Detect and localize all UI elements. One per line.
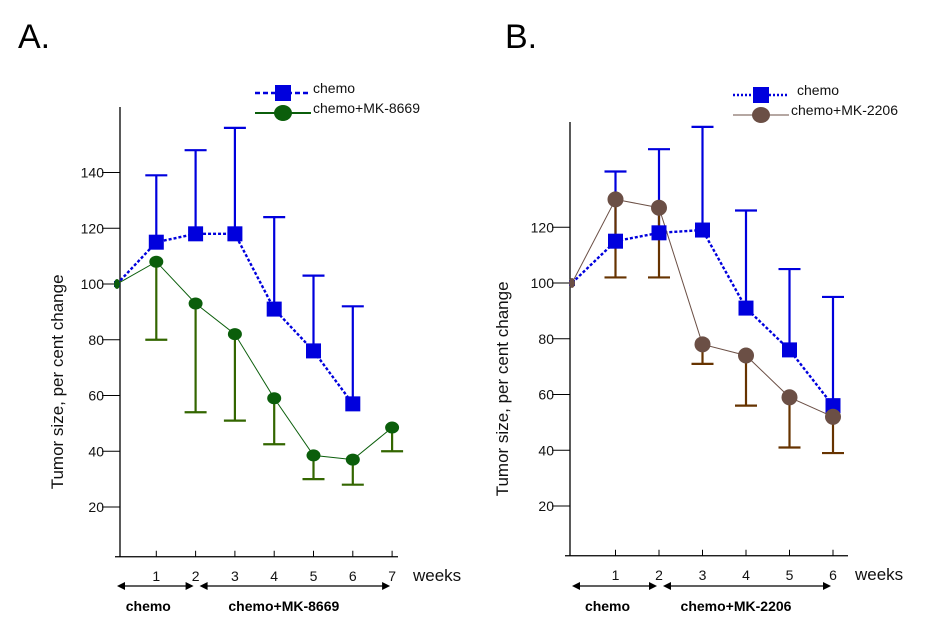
- x-tick-label: 6: [349, 568, 357, 584]
- data-point-circle: [306, 449, 321, 462]
- y-tick-label: 40: [538, 442, 554, 458]
- x-tick-label: 6: [829, 567, 837, 583]
- data-point-circle: [114, 279, 120, 289]
- panel-a-label: A.: [18, 18, 51, 56]
- x-tick-label: 4: [742, 567, 750, 583]
- x-tick-label: 3: [231, 568, 239, 584]
- y-tick-label: 60: [88, 388, 104, 404]
- data-point-square: [738, 300, 754, 316]
- data-point-circle: [345, 453, 360, 466]
- y-tick-label: 60: [538, 387, 554, 403]
- series-line-chemo-mk-8669: [116, 261, 393, 461]
- data-point-square: [825, 398, 841, 414]
- data-point-circle: [738, 347, 754, 364]
- data-point-square: [227, 226, 243, 242]
- data-point-circle: [385, 421, 400, 434]
- data-point-circle: [651, 199, 667, 216]
- y-tick-label: 20: [88, 499, 104, 515]
- data-point-square: [266, 301, 282, 317]
- phase-arrow-head-right: [649, 582, 657, 590]
- data-point-circle: [267, 392, 282, 405]
- x-axis-label: weeks: [412, 566, 461, 585]
- legend-marker-square: [275, 85, 291, 101]
- data-point-circle: [825, 408, 841, 425]
- data-point-circle: [781, 389, 798, 406]
- data-point-circle: [694, 336, 711, 353]
- y-tick-label: 100: [531, 275, 555, 291]
- data-point-square: [782, 342, 797, 358]
- panel-b: 20 40 60 80 100 120 1 2 3 4 5 6 weeks Tumor size, per…: [493, 82, 903, 614]
- y-tick-label: 80: [88, 332, 104, 348]
- data-point-circle: [188, 297, 203, 310]
- y-tick-label: 120: [531, 219, 555, 235]
- data-point-square: [188, 226, 204, 242]
- panel-b-label: B.: [505, 18, 538, 56]
- legend-label: chemo+MK-2206: [791, 102, 898, 118]
- y-axis-label: Tumor size, per cent change: [48, 274, 67, 489]
- phase-arrow-head-right: [823, 582, 831, 590]
- phase-label: chemo: [126, 598, 171, 614]
- y-tick-label: 120: [81, 220, 105, 236]
- panel-a: 20 40 60 80 100 120 140 1 2 3 4 5 6 7 weeks Tumor size,…: [48, 80, 461, 614]
- data-point-circle: [149, 255, 164, 268]
- data-point-square: [148, 234, 164, 250]
- x-tick-label: 1: [152, 568, 160, 584]
- x-tick-label: 5: [310, 568, 318, 584]
- legend-marker-circle: [274, 105, 292, 121]
- legend-marker-circle: [752, 107, 770, 123]
- legend-label: chemo+MK-8669: [313, 100, 420, 116]
- data-point-square: [695, 222, 710, 238]
- phase-label: chemo+MK-2206: [681, 598, 792, 614]
- phase-arrow-head-left: [117, 582, 125, 590]
- x-tick-label: 2: [655, 567, 663, 583]
- y-tick-label: 80: [538, 331, 554, 347]
- data-point-circle: [607, 191, 624, 208]
- data-point-square: [345, 396, 361, 412]
- x-tick-label: 1: [612, 567, 620, 583]
- legend-label: chemo: [797, 82, 839, 98]
- x-tick-label: 3: [699, 567, 707, 583]
- phase-arrow-head-left: [199, 582, 208, 590]
- data-point-square: [651, 225, 667, 241]
- legend-marker-square: [753, 87, 769, 103]
- y-tick-label: 100: [81, 276, 105, 292]
- x-tick-label: 5: [786, 567, 794, 583]
- data-point-circle: [227, 328, 242, 341]
- x-axis-label: weeks: [854, 565, 903, 584]
- series-line-chemo: [571, 228, 834, 407]
- phase-label: chemo+MK-8669: [228, 598, 339, 614]
- y-tick-label: 20: [538, 498, 554, 514]
- phase-arrow-head-right: [185, 582, 194, 590]
- phase-arrow-head-right: [382, 582, 391, 590]
- data-point-circle: [569, 278, 575, 288]
- y-axis-label: Tumor size, per cent change: [493, 281, 512, 496]
- x-tick-label: 2: [192, 568, 200, 584]
- x-tick-label: 7: [388, 568, 396, 584]
- phase-arrow-head-left: [663, 582, 671, 590]
- y-tick-label: 40: [88, 443, 104, 459]
- data-point-square: [306, 343, 321, 359]
- y-tick-label: 140: [81, 165, 105, 181]
- legend-label: chemo: [313, 80, 355, 96]
- data-point-square: [608, 233, 623, 249]
- phase-label: chemo: [585, 598, 630, 614]
- x-tick-label: 4: [270, 568, 278, 584]
- phase-arrow-head-left: [572, 582, 580, 590]
